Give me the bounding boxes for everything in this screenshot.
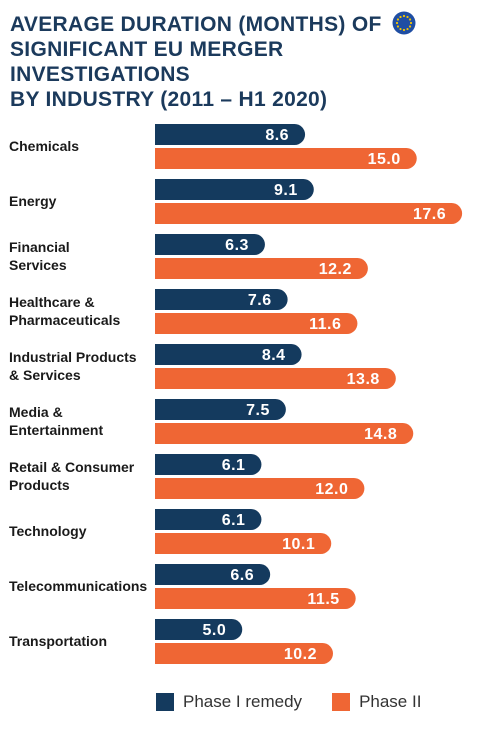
value-label-phase-2: 13.8 [347, 371, 380, 388]
bar-phase-2 [155, 423, 414, 444]
bar-phase-2 [155, 258, 368, 279]
category-label-line: Chemicals [9, 138, 79, 154]
category-label-line: Technology [9, 523, 87, 539]
bar-phase-1 [155, 124, 306, 145]
bar-phase-2 [155, 533, 332, 554]
eu-star [406, 15, 409, 19]
chart-title-line-3: BY INDUSTRY (2011 – H1 2020) [10, 88, 328, 111]
bar-phase-1 [155, 454, 262, 475]
eu-star [408, 18, 412, 21]
category-label: Technology [9, 523, 87, 539]
eu-flag-circle [392, 11, 416, 35]
value-label-phase-2: 11.6 [309, 316, 341, 333]
value-label-phase-1: 6.1 [222, 512, 246, 529]
category-label-line: Energy [9, 193, 57, 209]
eu-star [399, 27, 402, 31]
value-label-phase-2: 17.6 [413, 206, 446, 223]
value-label-phase-1: 8.6 [265, 127, 289, 144]
value-label-phase-1: 6.6 [230, 567, 254, 584]
value-label-phase-1: 6.3 [225, 237, 249, 254]
value-label-phase-1: 5.0 [203, 622, 227, 639]
category-label-line: Services [9, 257, 67, 273]
bar-phase-1 [155, 179, 314, 200]
bar-phase-2 [155, 313, 358, 334]
value-label-phase-2: 14.8 [364, 426, 397, 443]
category-label: Industrial Products & Services [9, 349, 137, 383]
category-label-line: Pharmaceuticals [9, 312, 120, 328]
legend-item-phase-2: Phase II [332, 692, 421, 712]
category-label: Healthcare & Pharmaceuticals [9, 294, 120, 328]
legend-label-phase-2: Phase II [359, 692, 422, 711]
bar-phase-1 [155, 619, 243, 640]
category-label-line: Retail & Consumer [9, 459, 135, 475]
eu-flag-stars [395, 14, 413, 32]
chart-title-line-1: AVERAGE DURATION (MONTHS) OF [10, 13, 382, 36]
category-label: Telecommunications [9, 578, 147, 594]
category-label-line: Transportation [9, 633, 107, 649]
bar-phase-2 [155, 478, 365, 499]
category-label: Media & Entertainment [9, 404, 103, 438]
category-label-line: Telecommunications [9, 578, 147, 594]
value-label-phase-1: 9.1 [274, 182, 298, 199]
category-label-line: Products [9, 477, 70, 493]
eu-star [408, 25, 412, 28]
legend-label-phase-1: Phase I remedy [183, 692, 303, 711]
value-label-phase-1: 8.4 [262, 347, 286, 364]
eu-star [406, 27, 409, 31]
value-label-phase-2: 12.0 [315, 481, 348, 498]
eu-star [399, 15, 402, 19]
bar-phase-1 [155, 289, 288, 310]
eu-star [402, 28, 406, 32]
legend: Phase I remedy Phase II [156, 692, 451, 712]
value-label-phase-2: 15.0 [368, 151, 401, 168]
category-label: Chemicals [9, 138, 79, 154]
legend-swatch-phase-1 [156, 693, 174, 711]
bar-phase-1 [155, 564, 271, 585]
category-label: Energy [9, 193, 57, 209]
eu-flag-icon [392, 11, 416, 35]
legend-swatch-phase-2 [332, 693, 351, 711]
bar-phase-2 [155, 368, 396, 389]
category-label-line: Entertainment [9, 422, 103, 438]
eu-star [396, 25, 400, 28]
eu-star [395, 21, 399, 25]
bar-phase-2 [155, 588, 356, 609]
bar-phase-1 [155, 234, 265, 255]
bar-phase-2 [155, 148, 417, 169]
value-label-phase-2: 10.2 [284, 646, 317, 663]
category-label-line: & Services [9, 367, 81, 383]
bar-phase-1 [155, 509, 262, 530]
value-label-phase-2: 10.1 [282, 536, 315, 553]
eu-star [402, 14, 406, 18]
category-label: Retail & Consumer Products [9, 459, 135, 493]
chart-title-line-2: SIGNIFICANT EU MERGER INVESTIGATIONS [10, 38, 284, 86]
value-label-phase-2: 11.5 [307, 591, 339, 608]
value-label-phase-2: 12.2 [319, 261, 352, 278]
value-label-phase-1: 7.6 [248, 292, 272, 309]
bar-phase-1 [155, 399, 286, 420]
eu-star [409, 21, 413, 25]
legend-item-phase-1: Phase I remedy [156, 692, 302, 712]
eu-star [396, 18, 400, 21]
category-label-line: Healthcare & [9, 294, 95, 310]
category-label-line: Media & [9, 404, 63, 420]
value-label-phase-1: 6.1 [222, 457, 246, 474]
category-label: Financial Services [9, 239, 70, 273]
bar-phase-1 [155, 344, 302, 365]
bar-phase-2 [155, 203, 463, 224]
bar-phase-2 [155, 643, 333, 664]
category-label: Transportation [9, 633, 107, 649]
category-label-line: Industrial Products [9, 349, 137, 365]
category-label-line: Financial [9, 239, 70, 255]
value-label-phase-1: 7.5 [246, 402, 270, 419]
chart-title: AVERAGE DURATION (MONTHS) OF SIGNIFICANT… [10, 12, 450, 112]
